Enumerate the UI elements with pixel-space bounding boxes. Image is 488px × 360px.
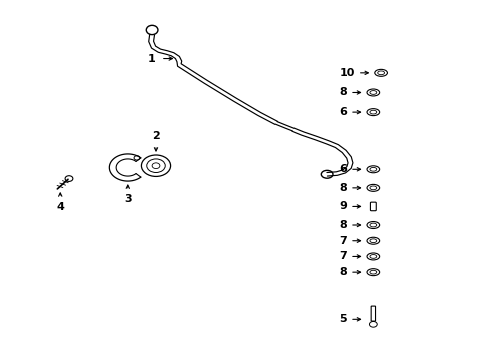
Text: 1: 1 [147, 54, 155, 64]
Text: 8: 8 [339, 183, 346, 193]
Text: 6: 6 [339, 164, 346, 174]
Text: 8: 8 [339, 267, 346, 277]
Text: 8: 8 [339, 220, 346, 230]
Text: 3: 3 [124, 194, 131, 204]
Text: 5: 5 [339, 314, 346, 324]
Text: 8: 8 [339, 87, 346, 98]
Text: 9: 9 [339, 202, 346, 211]
Text: 7: 7 [339, 251, 346, 261]
Text: 7: 7 [339, 236, 346, 246]
Text: 4: 4 [56, 202, 64, 212]
Text: 10: 10 [339, 68, 354, 78]
Text: 2: 2 [152, 131, 160, 141]
Text: 6: 6 [339, 107, 346, 117]
